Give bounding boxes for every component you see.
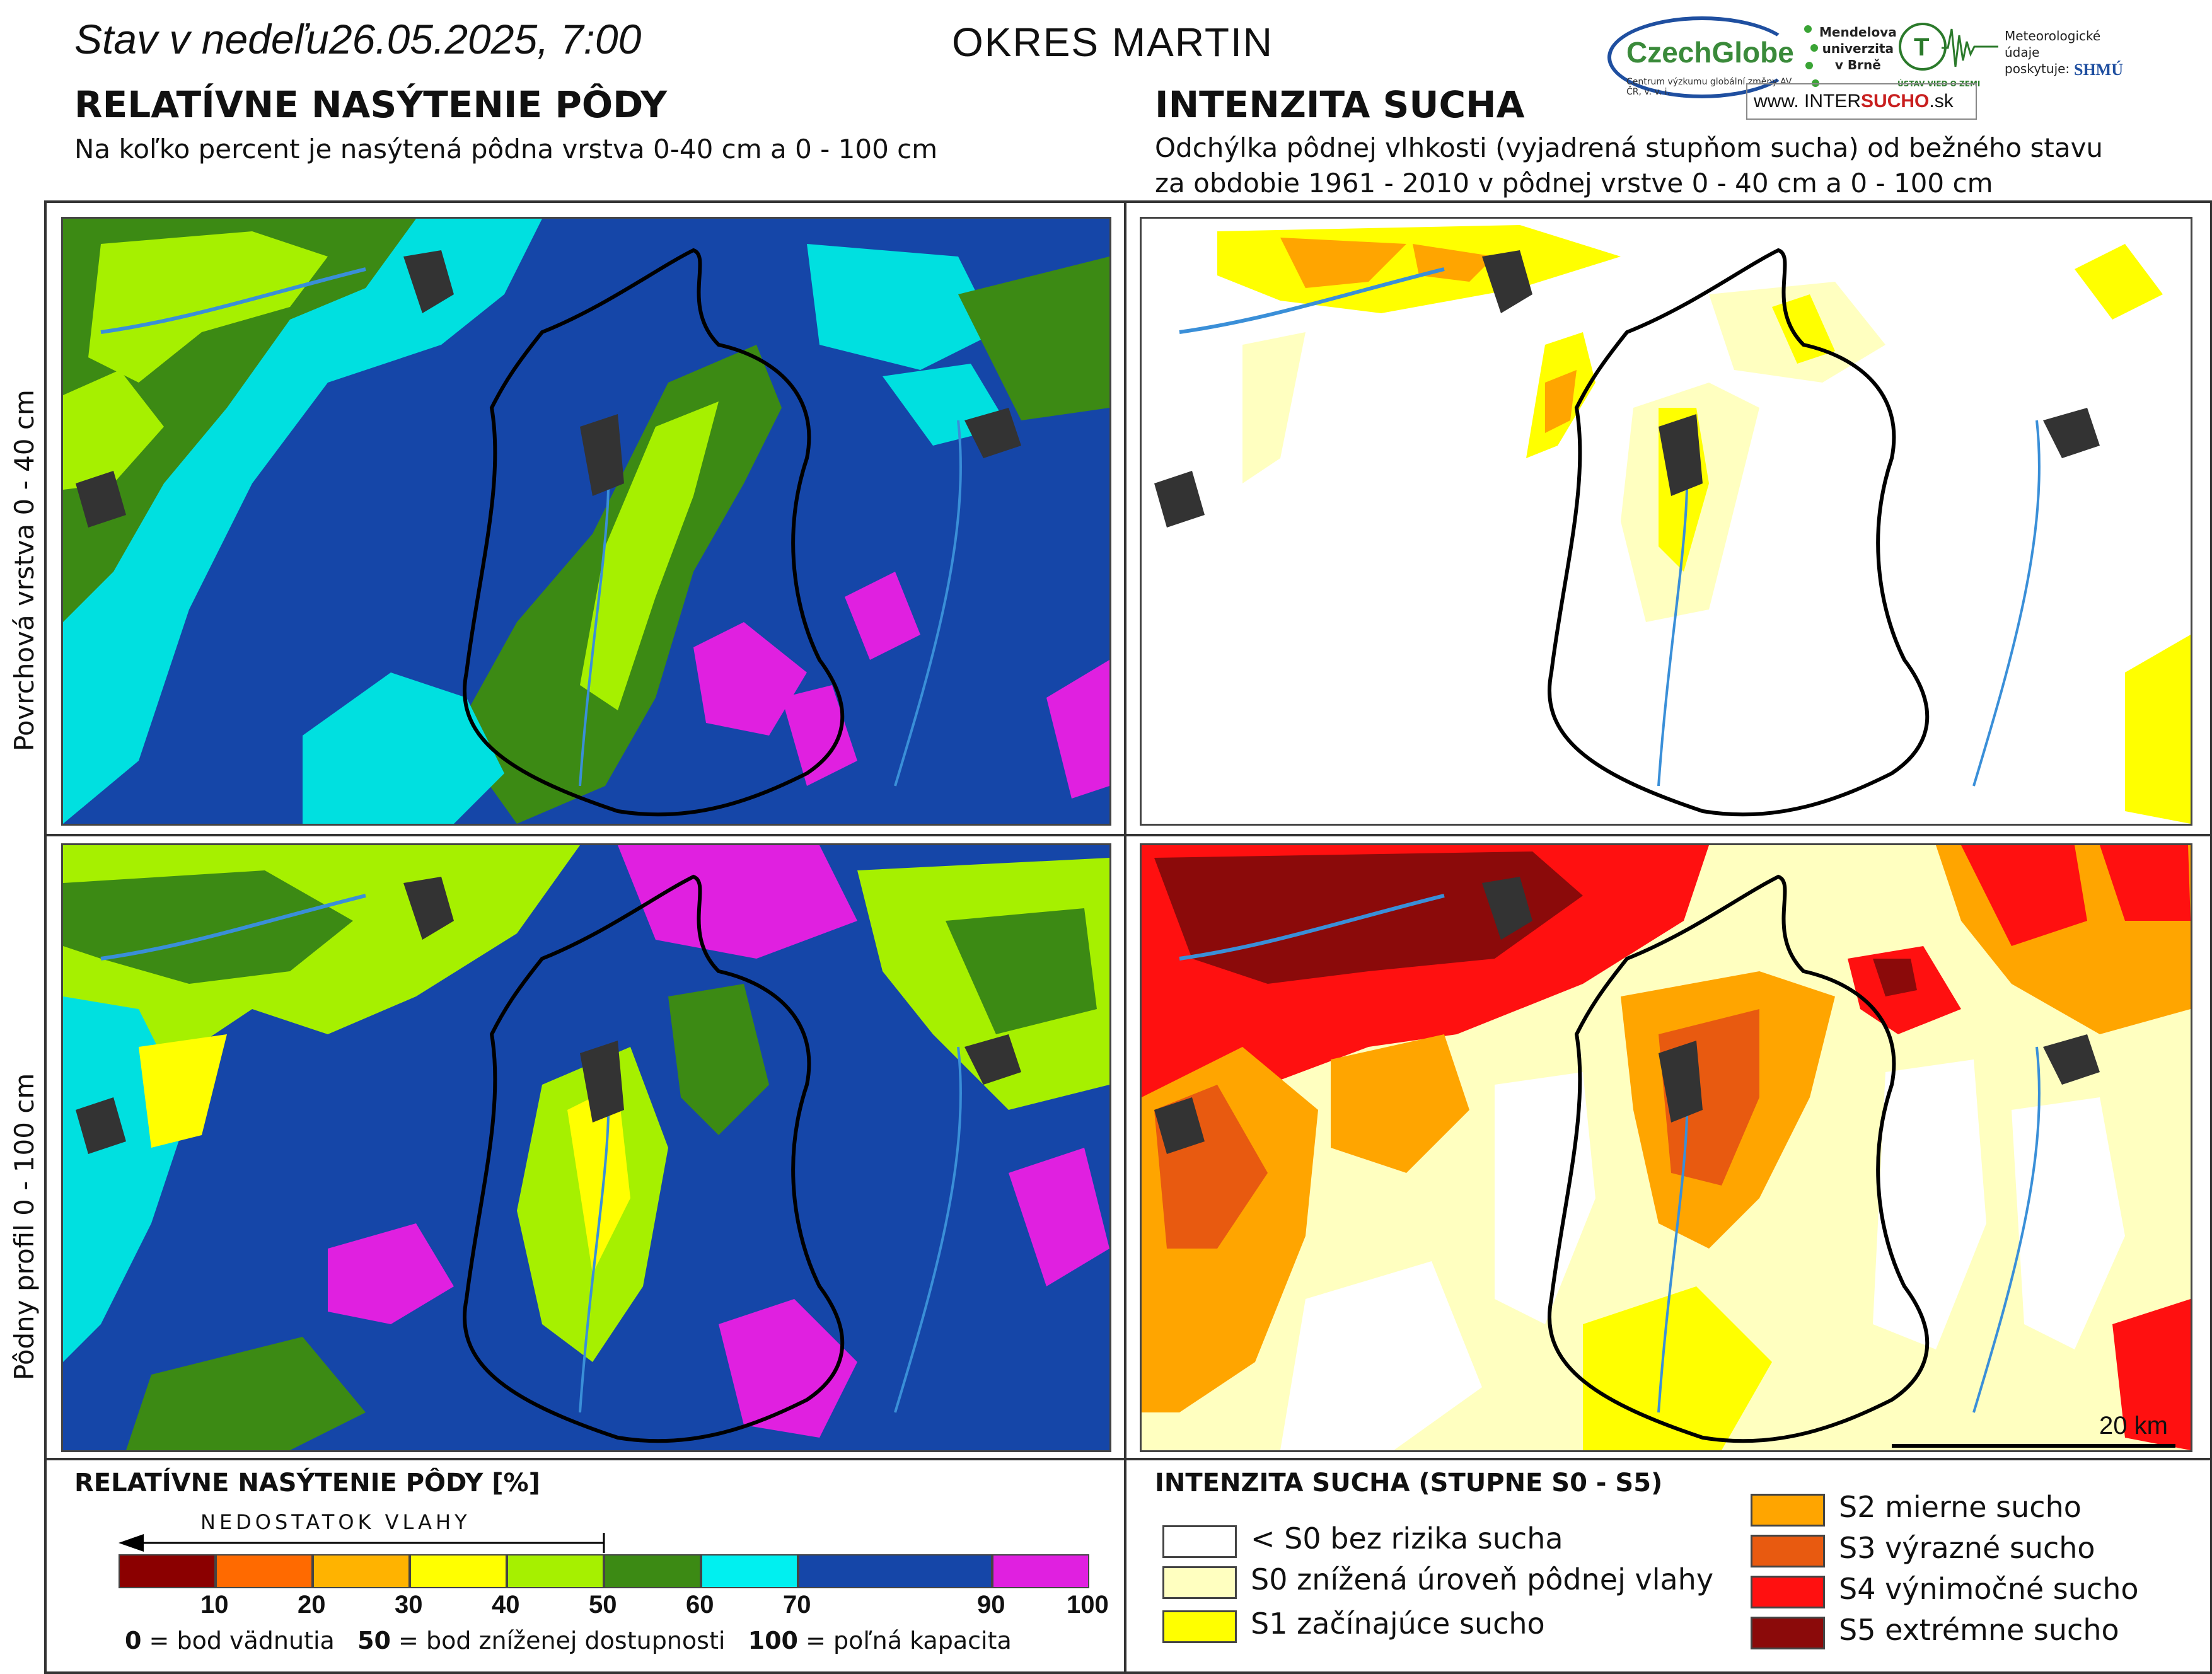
meteo-line-2: údaje xyxy=(2005,45,2040,60)
mendel-dot-icon xyxy=(1810,44,1818,52)
colorbar-cell xyxy=(119,1554,216,1588)
colorbar-cell xyxy=(701,1554,798,1588)
scale-bar-label: 20 km xyxy=(2099,1412,2168,1440)
colorbar-cell xyxy=(313,1554,410,1588)
intersucho-suffix: .sk xyxy=(1929,91,1954,112)
map-saturation-topsoil-image xyxy=(63,219,1109,824)
drought-legend-label: S2 mierne sucho xyxy=(1839,1490,2082,1524)
colorbar-cell xyxy=(992,1554,1089,1588)
frame-divider-horizontal xyxy=(45,1458,2211,1460)
colorbar-tick-label: 50 xyxy=(589,1591,617,1619)
drought-legend-label: S4 výnimočné sucho xyxy=(1839,1572,2139,1606)
colorbar-tick-label: 60 xyxy=(686,1591,714,1619)
drought-legend-swatch xyxy=(1162,1610,1237,1643)
intersucho-sucho: SUCHO xyxy=(1861,91,1930,112)
colorbar-cell xyxy=(507,1554,604,1588)
drought-legend-swatch xyxy=(1751,1576,1825,1608)
colorbar-cell xyxy=(216,1554,313,1588)
district-name: OKRES MARTIN xyxy=(952,20,1273,65)
note-reduced-text: = bod zníženej dostupnosti xyxy=(390,1627,726,1654)
map-saturation-profile-image xyxy=(63,845,1109,1450)
right-panel-title: INTENZITA SUCHA xyxy=(1155,83,1525,126)
colorbar-tick-label: 40 xyxy=(492,1591,520,1619)
mendel-line-3: v Brně xyxy=(1834,57,1881,72)
colorbar-tick-label: 20 xyxy=(298,1591,326,1619)
map-drought-profile xyxy=(1140,843,2192,1452)
map-date: Stav v nedeľu26.05.2025, 7:00 xyxy=(74,16,642,62)
map-drought-topsoil-image xyxy=(1142,219,2191,824)
seismograph-icon: T xyxy=(1899,23,1998,71)
mendel-line-1: Mendelova xyxy=(1819,25,1897,40)
drought-legend-label: S1 začínajúce sucho xyxy=(1251,1607,1545,1641)
intersucho-link[interactable]: www. INTERSUCHO.sk xyxy=(1746,83,1977,120)
scale-bar xyxy=(1892,1444,2175,1448)
saturation-legend-title: RELATÍVNE NASÝTENIE PÔDY [%] xyxy=(74,1469,540,1498)
mendel-dot-icon xyxy=(1804,25,1812,33)
drought-legend-swatch xyxy=(1162,1566,1237,1599)
left-panel-title: RELATÍVNE NASÝTENIE PÔDY xyxy=(74,83,668,126)
right-panel-subtitle-1: Odchýlka pôdnej vlhkosti (vyjadrená stup… xyxy=(1155,132,2104,163)
note-wilting-text: = bod vädnutia xyxy=(141,1627,335,1654)
row-label-profile: Pôdny profil 0 - 100 cm xyxy=(9,1073,40,1380)
map-saturation-profile xyxy=(61,843,1111,1452)
note-capacity-value: 100 xyxy=(748,1627,798,1654)
map-saturation-topsoil xyxy=(61,217,1111,826)
frame-divider-horizontal xyxy=(45,834,2211,836)
moisture-deficit-arrow-icon xyxy=(119,1533,605,1553)
map-drought-topsoil xyxy=(1140,217,2192,826)
drought-legend-label: S0 znížená úroveň pôdnej vlahy xyxy=(1251,1562,1714,1596)
colorbar-tick-label: 90 xyxy=(977,1591,1005,1619)
drought-legend-swatch xyxy=(1751,1617,1825,1649)
czechglobe-tagline: Centrum výzkumu globální změny AV ČR, v.… xyxy=(1626,77,1792,97)
maps-frame xyxy=(44,200,2212,1674)
colorbar-tick-label: 70 xyxy=(783,1591,811,1619)
czechglobe-ring-icon xyxy=(1607,16,1797,98)
drought-legend-title: INTENZITA SUCHA (STUPNE S0 - S5) xyxy=(1155,1469,1663,1498)
drought-legend-label: S3 výrazné sucho xyxy=(1839,1531,2095,1565)
map-drought-profile-image xyxy=(1142,845,2191,1450)
drought-legend-label: < S0 bez rizika sucha xyxy=(1251,1521,1563,1556)
drought-legend-swatch xyxy=(1751,1535,1825,1567)
note-capacity-text: = poľná kapacita xyxy=(798,1627,1012,1654)
intersucho-inter: INTER xyxy=(1804,91,1862,112)
note-wilting-value: 0 xyxy=(125,1627,142,1654)
drought-legend-label: S5 extrémne sucho xyxy=(1839,1613,2119,1647)
note-reduced-value: 50 xyxy=(357,1627,391,1654)
shmu-logo: SHMÚ xyxy=(2074,61,2123,79)
partner-logos: CzechGlobe Centrum výzkumu globální změn… xyxy=(1607,10,2137,124)
left-panel-subtitle: Na koľko percent je nasýtená pôdna vrstv… xyxy=(74,134,938,165)
colorbar-tick-label: 10 xyxy=(200,1591,229,1619)
intersucho-prefix: www. xyxy=(1754,91,1799,112)
mendel-dot-icon xyxy=(1805,62,1813,69)
drought-legend-swatch xyxy=(1751,1494,1825,1527)
czechglobe-logo: CzechGlobe Centrum výzkumu globální změn… xyxy=(1607,16,1797,98)
colorbar-tick-label: 100 xyxy=(1067,1591,1109,1619)
row-label-topsoil: Povrchová vrstva 0 - 40 cm xyxy=(9,390,40,751)
moisture-deficit-label: NEDOSTATOK VLAHY xyxy=(200,1510,471,1534)
meteo-line-1: Meteorologické xyxy=(2005,28,2101,43)
colorbar-cell xyxy=(604,1554,701,1588)
czechglobe-name: CzechGlobe xyxy=(1626,36,1794,69)
meteo-provider: Meteorologické údaje poskytuje: SHMÚ xyxy=(2005,16,2137,105)
colorbar-cell xyxy=(410,1554,507,1588)
mendel-line-2: univerzita xyxy=(1822,41,1894,56)
saturation-legend-note: 0 = bod vädnutia 50 = bod zníženej dostu… xyxy=(125,1627,1012,1654)
drought-legend-swatch xyxy=(1162,1525,1237,1558)
right-panel-subtitle-2: za obdobie 1961 - 2010 v pôdnej vrstve 0… xyxy=(1155,168,1993,199)
svg-text:T: T xyxy=(1914,33,1929,61)
colorbar-cell xyxy=(798,1554,992,1588)
meteo-line-3: poskytuje: xyxy=(2005,61,2070,76)
frame-divider-vertical xyxy=(1124,202,1126,1674)
colorbar-tick-label: 30 xyxy=(395,1591,423,1619)
